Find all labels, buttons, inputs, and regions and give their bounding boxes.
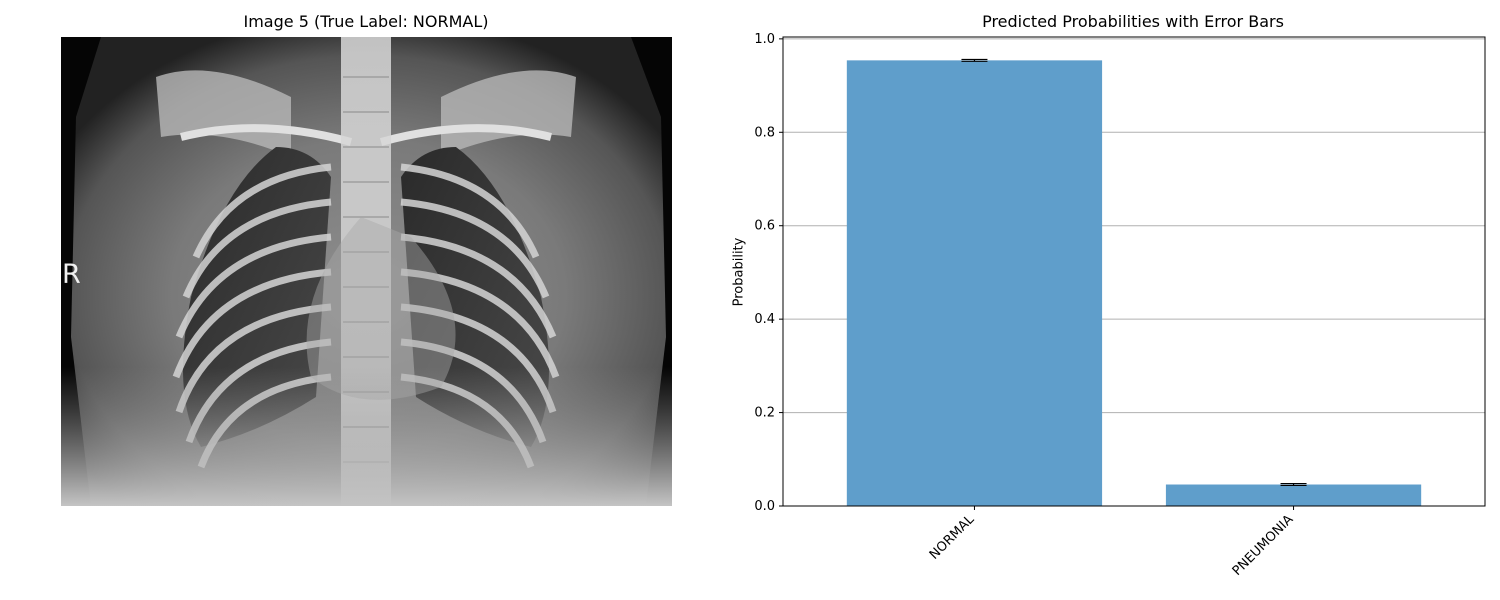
y-tick-label: 0.0 bbox=[754, 499, 775, 514]
x-tick-label: NORMAL bbox=[927, 512, 978, 563]
image-title: Image 5 (True Label: NORMAL) bbox=[243, 12, 489, 31]
x-ticks: NORMAL PNEUMONIA bbox=[927, 506, 1297, 579]
bar-pneumonia bbox=[1165, 484, 1422, 506]
x-tick-label: PNEUMONIA bbox=[1230, 512, 1297, 579]
y-tick-label: 0.2 bbox=[754, 406, 775, 421]
plot-frame bbox=[782, 36, 1486, 507]
y-tick-label: 0.8 bbox=[754, 125, 775, 140]
bar-normal bbox=[846, 60, 1103, 507]
error-bars bbox=[961, 58, 1307, 487]
chest-xray-image: R bbox=[61, 37, 672, 506]
y-tick-label: 1.0 bbox=[754, 32, 775, 47]
xray-side-marker: R bbox=[62, 259, 81, 290]
y-tick-label: 0.4 bbox=[754, 312, 775, 327]
y-tick-label: 0.6 bbox=[754, 219, 775, 234]
chart-title: Predicted Probabilities with Error Bars bbox=[982, 12, 1284, 31]
bars bbox=[846, 60, 1422, 507]
y-ticks: 0.0 0.2 0.4 0.6 0.8 1.0 bbox=[754, 32, 783, 514]
